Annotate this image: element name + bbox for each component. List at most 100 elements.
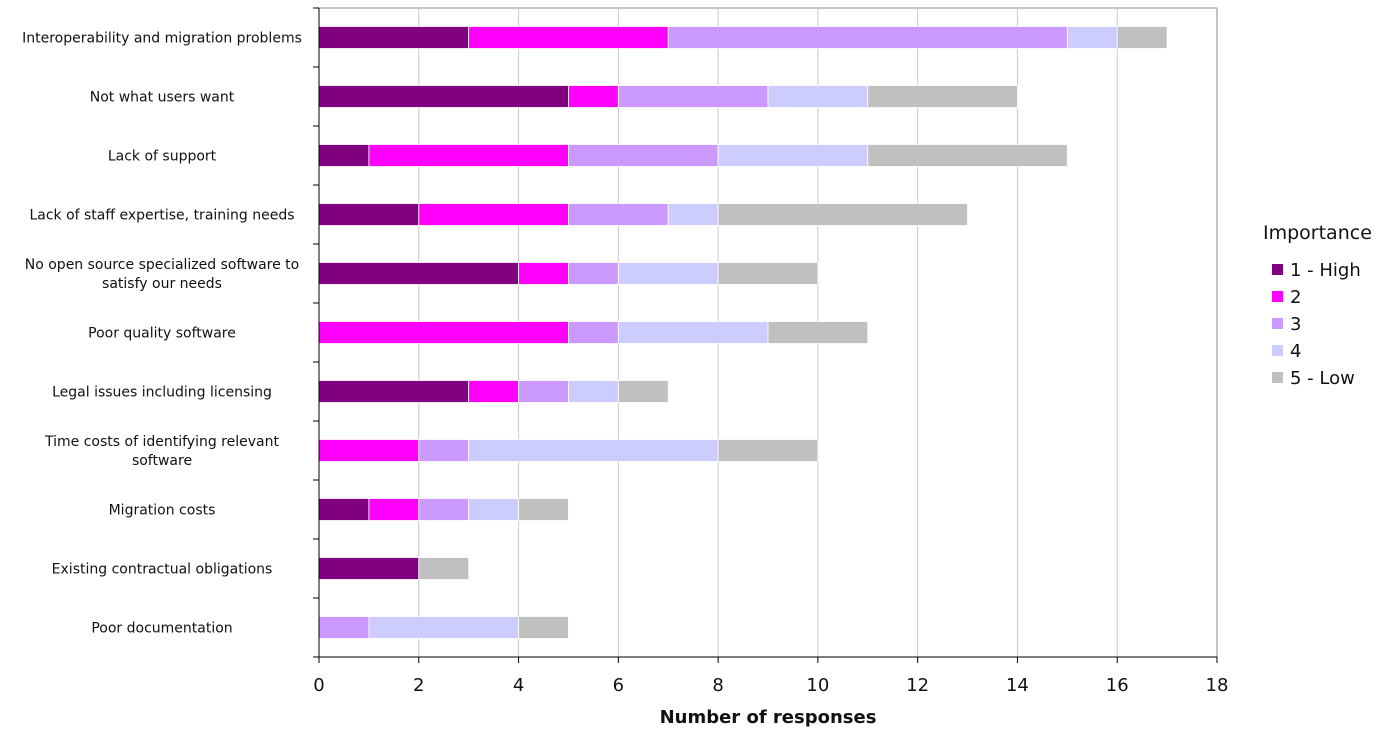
bar-segment — [318, 203, 420, 226]
bar-segment — [318, 26, 470, 49]
category-label-line: software — [132, 453, 192, 469]
x-tick-label: 2 — [413, 675, 424, 696]
bar-segment — [617, 380, 669, 403]
category-label-line: Lack of support — [108, 149, 217, 165]
category-label-line: Legal issues including licensing — [52, 385, 272, 401]
bar-segment — [518, 498, 569, 521]
bar-segment — [318, 557, 420, 580]
bar-segment — [418, 439, 470, 462]
category-label: Migration costs — [109, 503, 216, 519]
category-label: Time costs of identifying relevant softwa… — [44, 434, 279, 469]
bar-segment — [568, 380, 619, 403]
bar-segment — [717, 262, 819, 285]
bar-segment — [717, 144, 869, 167]
x-tick-label: 14 — [1006, 675, 1029, 696]
bar-segment — [568, 262, 619, 285]
bar-segment — [318, 85, 569, 108]
x-tick-label: 0 — [313, 675, 324, 696]
bar-segment — [318, 262, 519, 285]
bar-segment — [617, 85, 769, 108]
bar-segment — [717, 203, 968, 226]
category-label: Legal issues including licensing — [52, 385, 272, 401]
bar-segment — [867, 85, 1018, 108]
bar-segment — [318, 144, 370, 167]
category-label-line: Interoperability and migration problems — [22, 31, 302, 47]
category-labels: Interoperability and migration problems N… — [22, 31, 302, 637]
category-label-line: Time costs of identifying relevant — [44, 434, 279, 450]
bar-segment — [318, 380, 470, 403]
bar-segment — [568, 321, 619, 344]
legend-label: 3 — [1290, 314, 1301, 335]
bar-segment — [318, 498, 370, 521]
bar-segment — [418, 557, 470, 580]
bar-segment — [617, 321, 769, 344]
bar-segment — [1116, 26, 1168, 49]
x-tick-label: 6 — [613, 675, 624, 696]
bar-segment — [518, 262, 569, 285]
bars — [318, 26, 1168, 639]
x-tick-labels: 0 2 4 6 8 10 12 14 16 18 — [313, 657, 1228, 696]
legend-label: 4 — [1290, 341, 1301, 362]
category-label: No open source specialized software to sa… — [25, 257, 299, 292]
legend-label: 5 - Low — [1290, 368, 1355, 389]
category-label: Poor quality software — [88, 326, 236, 342]
bar-segment — [468, 498, 519, 521]
category-label-line: satisfy our needs — [102, 276, 222, 292]
bar-segment — [667, 203, 719, 226]
bar-segment — [767, 85, 869, 108]
bar-segment — [318, 616, 370, 639]
bar-segment — [867, 144, 1068, 167]
category-label: Not what users want — [90, 90, 235, 106]
bar-segment — [318, 321, 569, 344]
x-tick-label: 16 — [1106, 675, 1129, 696]
legend: Importance 1 - High 2 3 4 5 - Low — [1263, 222, 1372, 389]
category-label: Lack of support — [108, 149, 217, 165]
x-axis-title: Number of responses — [660, 707, 877, 728]
bar-segment — [368, 144, 569, 167]
bar-segment — [518, 380, 569, 403]
x-tick-label: 8 — [712, 675, 723, 696]
x-tick-label: 10 — [806, 675, 829, 696]
x-tick-label: 4 — [513, 675, 524, 696]
bar-segment — [767, 321, 869, 344]
category-label: Interoperability and migration problems — [22, 31, 302, 47]
bar-segment — [568, 85, 619, 108]
legend-swatch — [1272, 264, 1283, 275]
legend-swatch — [1272, 345, 1283, 356]
bar-segment — [318, 439, 420, 462]
category-label: Existing contractual obligations — [52, 562, 273, 578]
bar-segment — [418, 498, 470, 521]
legend-label: 2 — [1290, 287, 1301, 308]
axes — [313, 7, 1217, 658]
category-label: Lack of staff expertise, training needs — [29, 208, 294, 224]
legend-swatch — [1272, 372, 1283, 383]
bar-segment — [418, 203, 569, 226]
bar-segment — [468, 439, 719, 462]
legend-swatch — [1272, 291, 1283, 302]
category-label-line: Poor quality software — [88, 326, 236, 342]
category-label-line: Migration costs — [109, 503, 216, 519]
bar-segment — [368, 498, 420, 521]
category-label: Poor documentation — [91, 621, 232, 637]
bar-segment — [368, 616, 519, 639]
bar-segment — [468, 380, 519, 403]
bar-segment — [518, 616, 569, 639]
category-label-line: Lack of staff expertise, training needs — [29, 208, 294, 224]
bar-segment — [1066, 26, 1118, 49]
bar-segment — [568, 144, 719, 167]
bar-segment — [717, 439, 819, 462]
x-tick-label: 18 — [1206, 675, 1229, 696]
bar-segment — [667, 26, 1068, 49]
legend-title: Importance — [1263, 222, 1372, 244]
bar-segment — [617, 262, 719, 285]
category-label-line: Not what users want — [90, 90, 235, 106]
legend-swatch — [1272, 318, 1283, 329]
category-label-line: Poor documentation — [91, 621, 232, 637]
x-tick-label: 12 — [906, 675, 929, 696]
bar-segment — [568, 203, 669, 226]
category-label-line: No open source specialized software to — [25, 257, 299, 273]
legend-label: 1 - High — [1290, 260, 1361, 281]
bar-segment — [468, 26, 669, 49]
category-label-line: Existing contractual obligations — [52, 562, 273, 578]
